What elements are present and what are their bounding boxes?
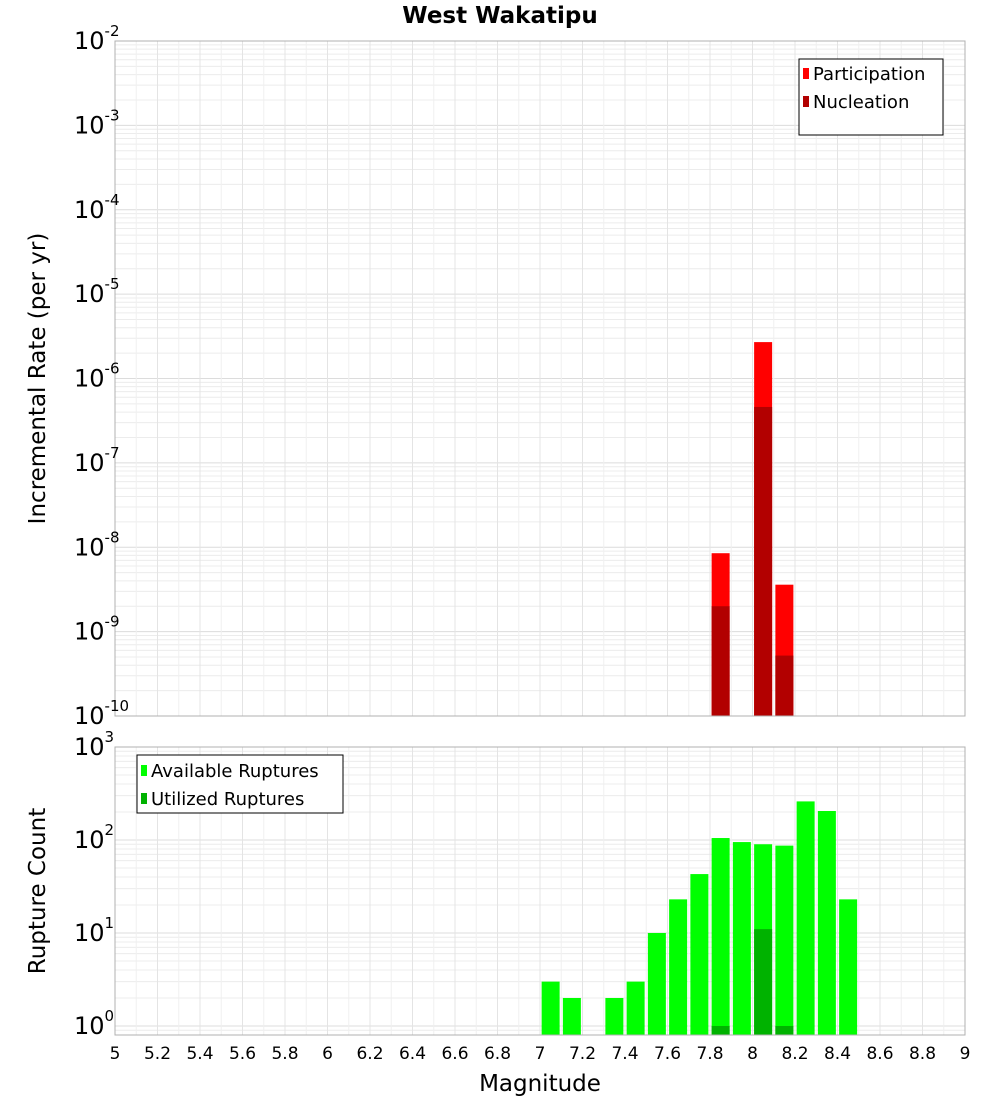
plot-frame xyxy=(114,746,966,1036)
y-tick-label: 10-6 xyxy=(74,360,120,393)
legend: Participation Nucleation xyxy=(798,58,944,136)
series-utilized-ruptures xyxy=(711,929,794,1035)
x-tick-label: 7.4 xyxy=(611,1044,638,1064)
y-tick-exponent: 2 xyxy=(105,821,115,839)
y-tick-exponent: -8 xyxy=(105,528,120,546)
bar xyxy=(605,997,624,1035)
legend-box xyxy=(798,58,944,136)
bar xyxy=(775,845,794,1035)
x-tick-label: 7.2 xyxy=(569,1044,596,1064)
x-tick-label: 6.2 xyxy=(356,1044,383,1064)
bar xyxy=(839,899,858,1035)
grid xyxy=(114,41,966,717)
y-tick-label: 10-7 xyxy=(74,444,120,477)
legend-swatch xyxy=(803,68,809,79)
x-axis-label: Magnitude xyxy=(479,1071,601,1097)
x-tick-label: 6 xyxy=(322,1044,333,1064)
x-tick-label: 6.6 xyxy=(441,1044,468,1064)
y-axis-label: Incremental Rate (per yr) xyxy=(25,233,51,525)
bar xyxy=(647,932,666,1035)
y-tick-exponent: -9 xyxy=(105,613,120,631)
legend-label: Participation xyxy=(813,64,925,85)
x-tick-label: 5.6 xyxy=(229,1044,256,1064)
bar xyxy=(775,655,794,716)
y-tick-exponent: -2 xyxy=(105,22,120,40)
y-tick-exponent: 0 xyxy=(105,1007,115,1025)
legend-label: Available Ruptures xyxy=(151,761,319,782)
bar xyxy=(669,899,688,1035)
legend: Available Ruptures Utilized Ruptures xyxy=(136,754,344,814)
x-tick-label: 5.4 xyxy=(186,1044,213,1064)
bar xyxy=(711,838,730,1035)
legend-swatch xyxy=(141,765,147,776)
legend-swatch xyxy=(141,793,147,804)
x-tick-label: 6.8 xyxy=(484,1044,511,1064)
series-nucleation xyxy=(711,406,794,716)
bar xyxy=(690,874,709,1035)
incremental-rate-panel: 10-10 10-9 10-8 10-7 10-6 10-5 10-4 10-3 10-2 Inc… xyxy=(25,22,966,730)
y-tick-label: 10-5 xyxy=(74,275,120,308)
y-tick-exponent: -10 xyxy=(105,697,130,715)
x-tick-label: 5 xyxy=(110,1044,121,1064)
bar xyxy=(541,981,560,1035)
legend-swatch xyxy=(803,96,809,107)
y-tick-label: 10-8 xyxy=(74,528,120,561)
bar xyxy=(775,1025,794,1035)
x-tick-label: 8 xyxy=(747,1044,758,1064)
bar xyxy=(711,1025,730,1035)
bar xyxy=(817,811,836,1035)
x-tick-label: 8.2 xyxy=(781,1044,808,1064)
x-tick-label: 8.4 xyxy=(824,1044,851,1064)
y-tick-exponent: -7 xyxy=(105,444,120,462)
x-tick-label: 5.8 xyxy=(271,1044,298,1064)
y-tick-label: 10-2 xyxy=(74,22,120,55)
x-tick-label: 9 xyxy=(960,1044,971,1064)
y-tick-exponent: -3 xyxy=(105,106,120,124)
x-tick-label: 7.8 xyxy=(696,1044,723,1064)
bar xyxy=(562,997,581,1035)
y-axis-label: Rupture Count xyxy=(25,808,51,974)
y-tick-exponent: 3 xyxy=(105,728,115,746)
y-tick-label: 100 xyxy=(74,1007,114,1040)
y-tick-label: 10-10 xyxy=(74,697,129,730)
x-tick-label: 8.6 xyxy=(866,1044,893,1064)
bar xyxy=(626,981,645,1035)
y-tick-label: 10-4 xyxy=(74,191,120,224)
y-tick-label: 103 xyxy=(74,728,114,761)
y-tick-exponent: 1 xyxy=(105,914,115,932)
series-available-ruptures xyxy=(541,801,858,1035)
x-tick-label: 7 xyxy=(535,1044,546,1064)
chart-title: West Wakatipu xyxy=(402,3,597,29)
x-tick-label: 7.6 xyxy=(654,1044,681,1064)
y-tick-exponent: -6 xyxy=(105,360,120,378)
y-tick-label: 10-9 xyxy=(74,613,120,646)
bar xyxy=(754,929,773,1035)
legend-box xyxy=(136,754,344,814)
y-tick-label: 102 xyxy=(74,821,114,854)
bar xyxy=(732,842,751,1035)
plot-frame xyxy=(114,40,966,717)
x-tick-label: 5.2 xyxy=(144,1044,171,1064)
y-tick-exponent: -4 xyxy=(105,191,120,209)
y-tick-labels: 10-10 10-9 10-8 10-7 10-6 10-5 10-4 10-3 10-2 xyxy=(74,22,129,730)
legend-label: Nucleation xyxy=(813,92,909,113)
y-tick-label: 10-3 xyxy=(74,106,120,139)
y-tick-label: 101 xyxy=(74,914,114,947)
bar xyxy=(796,801,815,1035)
bar xyxy=(711,606,730,716)
legend-label: Utilized Ruptures xyxy=(151,789,304,810)
x-tick-label: 8.8 xyxy=(909,1044,936,1064)
x-axis: 5 5.2 5.4 5.6 5.8 6 6.2 6.4 6.6 6.8 7 7.2 7.4 7.6 7.8 8… xyxy=(110,1044,971,1064)
x-tick-label: 6.4 xyxy=(399,1044,426,1064)
y-tick-exponent: -5 xyxy=(105,275,120,293)
bar xyxy=(754,406,773,716)
